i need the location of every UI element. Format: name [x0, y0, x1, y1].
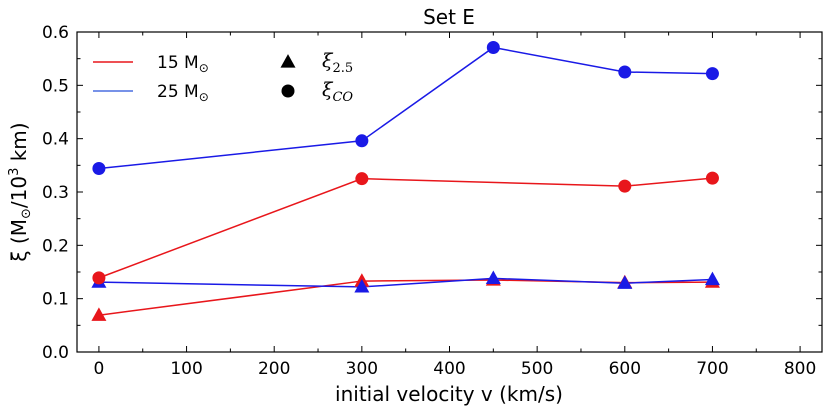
legend-marker-0: [280, 54, 296, 68]
x-tick-label-0: 0: [93, 359, 104, 379]
series-1-point-3: [617, 275, 633, 289]
legend-marker-label-1: ξCO: [322, 79, 353, 105]
legend-label-0-sun: ⊙: [199, 61, 209, 75]
series-2-point-3: [705, 171, 719, 185]
y-tick-label-4: 0.4: [42, 130, 69, 150]
series-2-point-1: [355, 172, 369, 186]
y-tick-label-2: 0.2: [42, 236, 69, 256]
series-line-2: [98, 177, 713, 279]
x-tick-label-8: 800: [784, 359, 816, 379]
y-tick-label-3: 0.3: [42, 183, 69, 203]
legend-marker-1: [281, 84, 295, 98]
y-axis-title-mid: /10: [7, 176, 31, 208]
legend-marker-label-1-subscript: CO: [332, 90, 353, 105]
x-tick-label-3: 300: [346, 359, 378, 379]
y-tick-label-0: 0.0: [42, 343, 69, 363]
series-3-point-0: [92, 162, 106, 176]
y-tick-label-5: 0.5: [42, 76, 69, 96]
series-2-point-0: [92, 271, 106, 285]
series-3-point-1: [355, 134, 369, 148]
series-0-point-0: [91, 307, 107, 321]
y-axis-title-prefix: ξ (M: [7, 219, 31, 262]
x-tick-label-5: 500: [521, 359, 553, 379]
series-2-point-2: [618, 179, 632, 193]
x-tick-label-6: 600: [609, 359, 641, 379]
series-1-point-1: [354, 279, 370, 293]
x-tick-label-1: 100: [170, 359, 202, 379]
legend-marker-label-0-subscript: 2.5: [332, 61, 353, 76]
axes: 0 100 200 300 400 500 600 700 800 0.0 0.1 0.2 0.3 0.4…: [42, 23, 823, 379]
legend-label-1: 25 M⊙: [157, 82, 209, 104]
series-3-point-3: [618, 65, 632, 79]
y-axis-title: ξ (M⊙/103 km): [7, 122, 34, 261]
series-3-point-2: [486, 40, 500, 54]
y-axis-title-suffix: km): [7, 122, 31, 167]
legend-marker-label-0-symbol: ξ: [322, 50, 334, 72]
series-1-point-4: [704, 271, 720, 286]
plot-area: [91, 40, 720, 321]
y-axis-title-exponent: 3: [7, 168, 22, 176]
legend-label-1-sun: ⊙: [199, 90, 209, 104]
y-axis-title-sun: ⊙: [19, 208, 34, 219]
x-axis-title: initial velocity v (km/s): [335, 382, 563, 406]
legend-marker-label-1-symbol: ξ: [322, 79, 334, 101]
y-tick-label-6: 0.6: [42, 23, 69, 43]
chart-title: Set E: [423, 5, 475, 29]
x-tick-label-7: 700: [696, 359, 728, 379]
series-3-point-4: [705, 67, 719, 81]
legend-label-0: 15 M⊙: [157, 53, 209, 75]
x-tick-label-2: 200: [258, 359, 290, 379]
series-1-point-2: [485, 270, 501, 285]
y-tick-label-1: 0.1: [42, 290, 69, 310]
legend-label-0-mass: 15 M: [157, 53, 199, 73]
x-tick-label-4: 400: [433, 359, 465, 379]
legend-label-1-mass: 25 M: [157, 82, 199, 102]
legend-marker-label-0: ξ2.5: [322, 50, 353, 76]
